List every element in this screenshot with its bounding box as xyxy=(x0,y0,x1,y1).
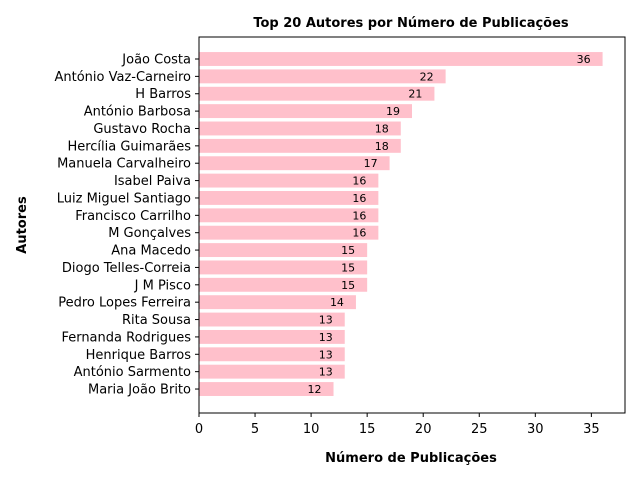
x-tick-label: 30 xyxy=(527,422,544,437)
x-tick-label: 35 xyxy=(583,422,600,437)
data-label: 18 xyxy=(375,122,389,135)
bar xyxy=(199,208,379,223)
y-tick-label: Ana Macedo xyxy=(111,244,191,259)
x-axis-label: Número de Publicações xyxy=(325,451,497,466)
y-tick-label: J M Pisco xyxy=(134,278,191,293)
data-label: 16 xyxy=(352,175,366,188)
y-tick-label: António Vaz-Carneiro xyxy=(54,70,191,85)
y-tick-label: Fernanda Rodrigues xyxy=(61,330,191,345)
data-label: 13 xyxy=(319,366,333,379)
data-label: 17 xyxy=(364,157,378,170)
data-label: 15 xyxy=(341,244,355,257)
bar xyxy=(199,243,368,258)
y-tick-label: Maria João Brito xyxy=(88,383,191,398)
bar xyxy=(199,329,345,344)
bar xyxy=(199,260,368,275)
bar xyxy=(199,173,379,188)
y-tick-label: M Gonçalves xyxy=(108,226,191,241)
y-tick-label: António Barbosa xyxy=(84,105,191,120)
data-label: 15 xyxy=(341,261,355,274)
plot-frame xyxy=(198,36,626,414)
y-tick-label: Luiz Miguel Santiago xyxy=(57,191,191,206)
data-label: 14 xyxy=(330,296,344,309)
y-tick-label: Diogo Telles-Correia xyxy=(62,261,191,276)
data-label: 16 xyxy=(352,192,366,205)
x-tick-label: 10 xyxy=(303,422,320,437)
bar xyxy=(199,312,345,327)
data-label: 36 xyxy=(577,53,591,66)
bar xyxy=(199,69,446,84)
bar xyxy=(199,104,412,119)
bar xyxy=(199,138,401,153)
y-tick-label: António Sarmento xyxy=(74,365,191,380)
bars-group xyxy=(199,52,603,396)
x-tick-label: 5 xyxy=(251,422,259,437)
y-tick-labels: João Costa António Vaz-Carneiro H Barros An… xyxy=(54,53,199,398)
data-label: 16 xyxy=(352,227,366,240)
bar xyxy=(199,191,379,205)
bar xyxy=(199,364,345,379)
bar xyxy=(199,52,603,66)
y-tick-label: Pedro Lopes Ferreira xyxy=(58,296,191,311)
bar xyxy=(199,156,390,171)
bar xyxy=(199,86,435,101)
y-axis-label: Autores xyxy=(15,196,30,254)
y-tick-label: Henrique Barros xyxy=(86,348,192,363)
y-tick-label: Gustavo Rocha xyxy=(93,122,191,137)
y-tick-label: Hercília Guimarães xyxy=(67,139,191,154)
data-label: 13 xyxy=(319,348,333,361)
x-tick-label: 25 xyxy=(471,422,488,437)
y-tick-label: H Barros xyxy=(135,87,191,102)
y-tick-label: Manuela Carvalheiro xyxy=(57,157,191,172)
x-tick-label: 15 xyxy=(359,422,376,437)
bar xyxy=(199,277,368,292)
chart-title: Top 20 Autores por Número de Publicações xyxy=(253,16,569,31)
y-tick-label: João Costa xyxy=(121,53,191,68)
data-label: 16 xyxy=(352,209,366,222)
bar xyxy=(199,225,379,240)
data-label: 13 xyxy=(319,314,333,327)
y-tick-label: Isabel Paiva xyxy=(114,174,191,189)
y-tick-label: Francisco Carrilho xyxy=(75,209,191,224)
data-label: 22 xyxy=(420,70,434,83)
data-label: 13 xyxy=(319,331,333,344)
x-tick-label: 0 xyxy=(195,422,203,437)
x-axis: 0 5 10 15 20 25 30 35 xyxy=(195,413,600,437)
data-labels: 36 22 21 19 18 18 17 16 16 16 16 15 15 15 14 13 13 13 13 12 xyxy=(308,53,591,396)
data-label: 15 xyxy=(341,279,355,292)
bar xyxy=(199,347,345,362)
bar xyxy=(199,382,334,396)
data-label: 19 xyxy=(386,105,400,118)
x-tick-label: 20 xyxy=(415,422,432,437)
bar xyxy=(199,121,401,136)
data-label: 18 xyxy=(375,140,389,153)
y-tick-label: Rita Sousa xyxy=(122,313,191,328)
data-label: 21 xyxy=(408,88,422,101)
bar xyxy=(199,295,356,310)
data-label: 12 xyxy=(308,383,322,396)
